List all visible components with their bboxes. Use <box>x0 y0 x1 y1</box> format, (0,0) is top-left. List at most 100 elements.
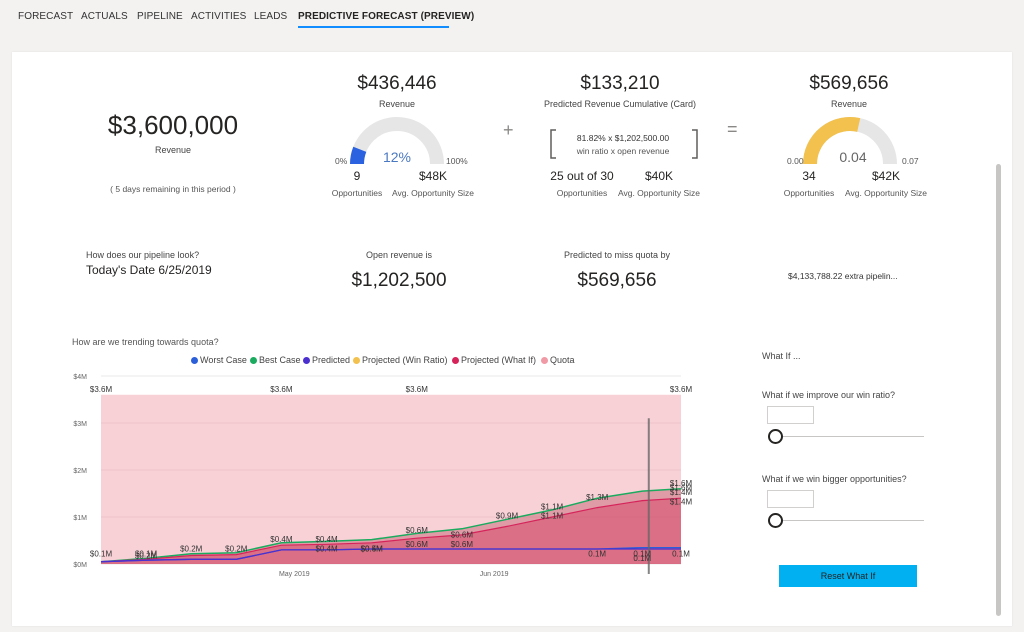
actual-gauge-max: 100% <box>446 156 468 166</box>
legend-dot-icon <box>250 357 257 364</box>
gauge-fill <box>803 117 861 165</box>
vertical-scrollbar[interactable] <box>996 164 1001 616</box>
total-gauge <box>803 117 897 165</box>
data-label: $0.2M <box>180 545 203 554</box>
formula-brackets <box>550 129 698 159</box>
formula-line-2: win ratio x open revenue <box>576 146 670 156</box>
total-avg-size: $42K <box>871 169 901 183</box>
data-label: $1.4M <box>670 498 693 507</box>
legend-dot-icon <box>303 357 310 364</box>
pipeline-question: How does our pipeline look? <box>86 250 200 260</box>
miss-quota-value: $569,656 <box>577 270 657 291</box>
total-avg-label: Avg. Opportunity Size <box>844 188 928 198</box>
data-label: $0.1M <box>90 549 113 558</box>
y-tick-label: $1M <box>73 515 87 522</box>
what-if-opp-size-label: What if we win bigger opportunities? <box>762 474 907 484</box>
win-ratio-slider-handle[interactable] <box>768 429 783 444</box>
legend-projected-what-if[interactable]: Projected (What If) <box>452 355 536 365</box>
what-if-title: What If ... <box>762 351 801 361</box>
revenue-trend-chart[interactable]: $0M $1M $2M $3M $4M May 2019 Jun 2019 $3.6M $3.6… <box>60 368 700 583</box>
data-label: $3.6M <box>406 385 429 394</box>
data-label: $0.9M <box>496 512 519 521</box>
opp-size-slider-handle[interactable] <box>768 513 783 528</box>
data-label: $1.4M <box>670 488 693 497</box>
reset-what-if-button[interactable]: Reset What If <box>779 565 917 587</box>
win-ratio-slider-track[interactable] <box>775 436 924 437</box>
actual-avg-size: $48K <box>418 169 448 183</box>
legend-predicted[interactable]: Predicted <box>303 355 350 365</box>
predicted-line <box>100 548 681 563</box>
miss-quota-label: Predicted to miss quota by <box>563 250 671 260</box>
data-label: $0.4M <box>361 545 384 554</box>
plus-operator: + <box>503 120 514 140</box>
tab-forecast[interactable]: FORECAST <box>18 11 74 22</box>
data-label: $3.6M <box>90 385 113 394</box>
tab-predictive-forecast[interactable]: PREDICTIVE FORECAST (PREVIEW) <box>298 11 475 22</box>
opp-size-input[interactable] <box>767 490 814 508</box>
legend-dot-icon <box>541 357 548 364</box>
actual-gauge <box>350 117 444 165</box>
data-label: 0.1M <box>588 549 606 558</box>
data-label: $1.3M <box>586 493 609 502</box>
predicted-avg-label: Avg. Opportunity Size <box>617 188 701 198</box>
opp-size-slider-track[interactable] <box>775 520 924 521</box>
y-tick-label: $0M <box>73 562 87 569</box>
win-ratio-input[interactable] <box>767 406 814 424</box>
legend-dot-icon <box>353 357 360 364</box>
data-label: $0.2M <box>135 552 158 561</box>
data-label: $3.6M <box>270 385 293 394</box>
y-tick-label: $2M <box>73 468 87 475</box>
open-revenue-label: Open revenue is <box>365 250 433 260</box>
chart-title: How are we trending towards quota? <box>72 337 219 347</box>
tab-pipeline[interactable]: PIPELINE <box>137 11 183 22</box>
data-label: 0.1M <box>672 549 690 558</box>
x-tick-label: May 2019 <box>279 571 310 578</box>
todays-date: Today's Date 6/25/2019 <box>86 263 212 277</box>
predicted-revenue-value: $133,210 <box>580 73 660 94</box>
equals-operator: = <box>727 119 738 139</box>
what-if-win-ratio-label: What if we improve our win ratio? <box>762 390 896 400</box>
extra-pipeline-text: $4,133,788.22 extra pipelin... <box>788 271 898 281</box>
gauge-track <box>350 117 444 165</box>
legend-quota[interactable]: Quota <box>541 355 575 365</box>
data-label: 0.1M <box>633 554 651 563</box>
total-revenue-label: Revenue <box>830 99 868 109</box>
actual-revenue-value: $436,446 <box>357 73 437 94</box>
active-tab-indicator <box>298 26 449 28</box>
total-revenue-value: $569,656 <box>809 73 889 94</box>
total-gauge-value: 0.04 <box>839 149 867 165</box>
best-case-line <box>100 488 682 563</box>
actual-avg-label: Avg. Opportunity Size <box>391 188 475 198</box>
actual-opps-label: Opportunities <box>331 188 383 198</box>
data-label: 0.1M <box>633 549 651 558</box>
data-label: $0.1M <box>135 549 158 558</box>
data-label: $0.2M <box>225 545 248 554</box>
data-label: $1.6M <box>670 484 693 493</box>
legend-best-case[interactable]: Best Case <box>250 355 301 365</box>
y-tick-label: $3M <box>73 421 87 428</box>
data-label: $0.4M <box>315 545 338 554</box>
tab-leads[interactable]: LEADS <box>254 11 288 22</box>
what-if-area <box>101 498 681 564</box>
legend-dot-icon <box>452 357 459 364</box>
actual-opps-count: 9 <box>353 169 361 183</box>
predicted-revenue-label: Predicted Revenue Cumulative (Card) <box>543 99 697 109</box>
data-label: $0.6M <box>406 526 429 535</box>
report-tab-bar: FORECAST ACTUALS PIPELINE ACTIVITIES LEA… <box>0 0 1024 38</box>
tab-activities[interactable]: ACTIVITIES <box>191 11 247 22</box>
data-label: $1.1M <box>541 502 564 511</box>
what-if-line <box>100 497 682 563</box>
open-revenue-value: $1,202,500 <box>351 270 447 291</box>
data-label: $1.6M <box>670 479 693 488</box>
data-label: $1.1M <box>541 512 564 521</box>
tab-actuals[interactable]: ACTUALS <box>81 11 128 22</box>
legend-projected-win-ratio[interactable]: Projected (Win Ratio) <box>353 355 448 365</box>
total-opps-label: Opportunities <box>783 188 835 198</box>
predicted-opps-count: 25 out of 30 <box>550 169 614 183</box>
data-label: $0.6M <box>451 540 474 549</box>
legend-worst-case[interactable]: Worst Case <box>191 355 247 365</box>
data-label: $3.6M <box>670 385 693 394</box>
data-label: $0.4M <box>270 535 293 544</box>
data-label: $0.6M <box>406 540 429 549</box>
total-gauge-max: 0.07 <box>902 156 919 166</box>
